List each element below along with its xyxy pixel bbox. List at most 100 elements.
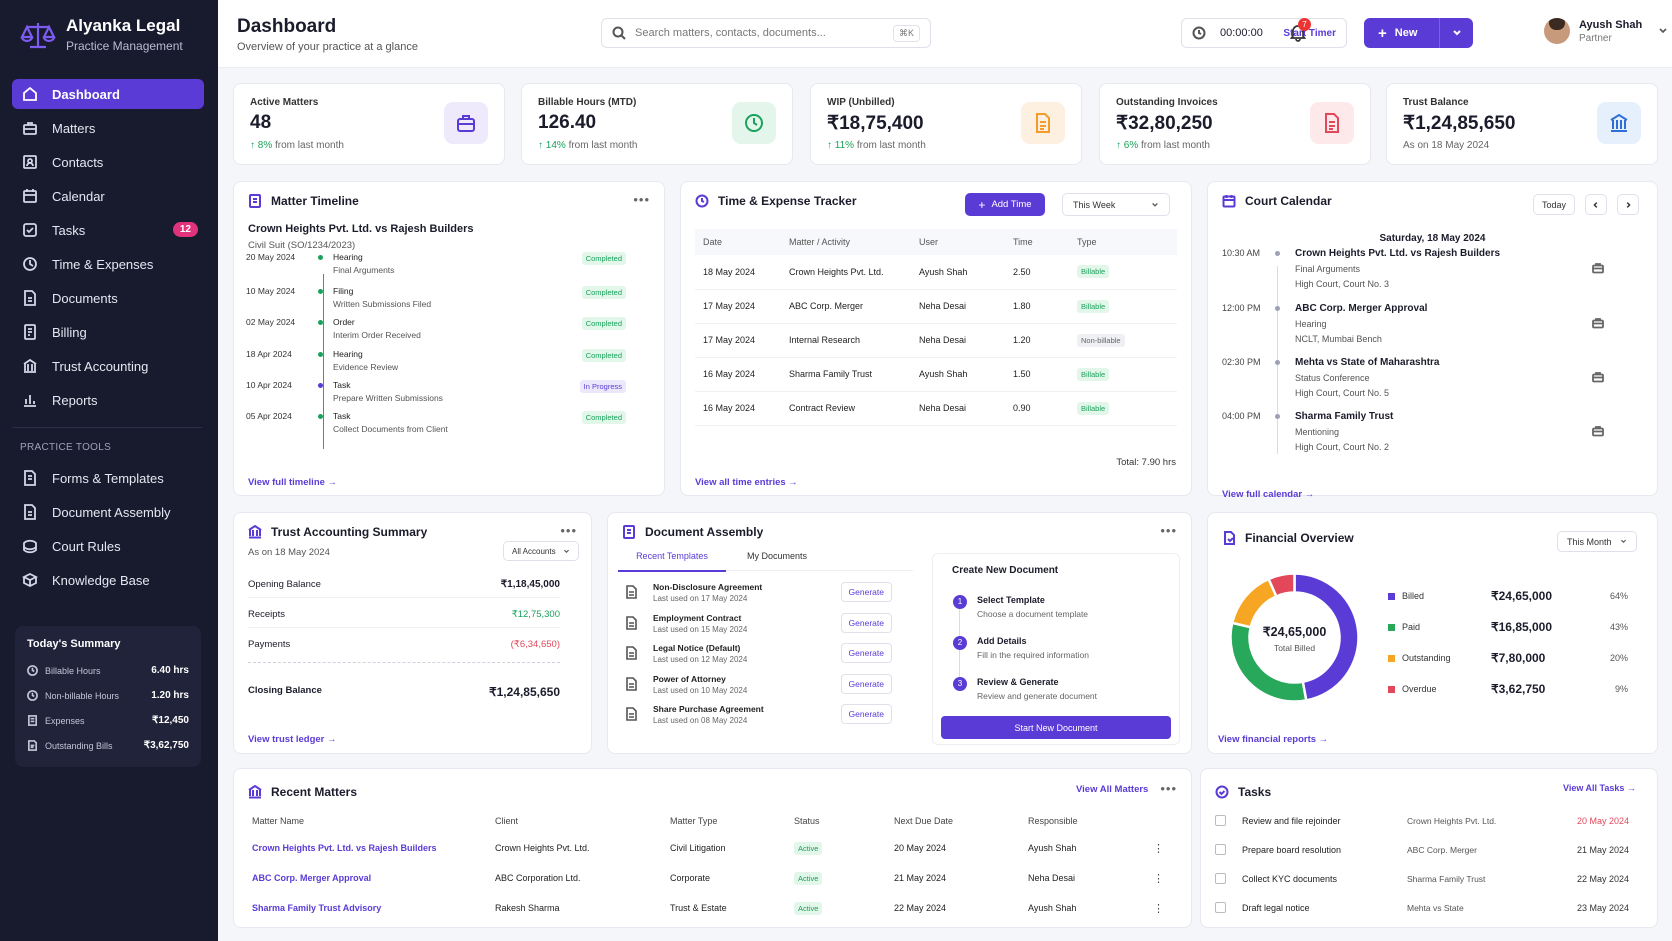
generate-button[interactable]: Generate	[840, 612, 892, 633]
calendar-event[interactable]: 12:00 PM ABC Corp. Merger Approval Hearing…	[1222, 303, 1612, 357]
new-dropdown-toggle[interactable]	[1439, 18, 1473, 48]
today-button[interactable]: Today	[1533, 194, 1575, 215]
view-all-time-entries-link[interactable]: View all time entries →	[695, 477, 798, 488]
task-checkbox[interactable]	[1215, 815, 1226, 826]
table-row[interactable]: 16 May 2024 Contract Review Neha Desai 0.90…	[695, 391, 1177, 426]
sidebar-item-court-rules[interactable]: Court Rules	[12, 531, 204, 561]
table-row[interactable]: 17 May 2024 ABC Corp. Merger Neha Desai 1.8…	[695, 289, 1177, 324]
generate-button[interactable]: Generate	[840, 704, 892, 724]
sidebar-item-documents[interactable]: Documents	[12, 283, 204, 313]
stat-change-pct: 6%	[1123, 140, 1139, 151]
calendar-event[interactable]: 10:30 AM Crown Heights Pvt. Ltd. vs Rajes…	[1222, 248, 1612, 302]
sidebar-item-calendar[interactable]: Calendar	[12, 181, 204, 211]
trust-value: (₹6,34,650)	[510, 639, 560, 650]
sidebar-item-knowledge-base[interactable]: Knowledge Base	[12, 565, 204, 595]
task-item[interactable]: Draft legal notice Mehta vs State 23 May 2…	[1215, 902, 1629, 922]
brand[interactable]: Alyanka Legal Practice Management	[20, 16, 183, 53]
table-row[interactable]: Sharma Family Trust Advisory Rakesh Sharm…	[252, 893, 1172, 923]
stat-card-outstanding-invoices[interactable]: Outstanding Invoices ₹32,80,250 ↑ 6% fro…	[1099, 83, 1371, 165]
table-row[interactable]: 18 May 2024 Crown Heights Pvt. Ltd. Ayush …	[695, 255, 1177, 290]
briefcase-icon[interactable]	[1592, 262, 1604, 274]
sidebar-item-tasks[interactable]: Tasks 12	[12, 215, 204, 245]
briefcase-icon[interactable]	[1592, 425, 1604, 437]
calendar-event[interactable]: 02:30 PM Mehta vs State of Maharashtra Sta…	[1222, 357, 1612, 411]
timeline-date: 20 May 2024	[246, 252, 296, 262]
kebab-menu-icon[interactable]: ⋮	[1153, 842, 1164, 855]
table-row[interactable]: 17 May 2024 Internal Research Neha Desai 1.…	[695, 323, 1177, 358]
more-options-icon[interactable]: •••	[1160, 781, 1177, 796]
more-options-icon[interactable]: •••	[633, 192, 650, 207]
table-row[interactable]: Crown Heights Pvt. Ltd. vs Rajesh Builde…	[252, 833, 1172, 863]
kebab-menu-icon[interactable]: ⋮	[1153, 872, 1164, 885]
next-day-button[interactable]	[1617, 194, 1639, 215]
more-options-icon[interactable]: •••	[1160, 523, 1177, 538]
stat-card-active-matters[interactable]: Active Matters 48 ↑ 8% from last month	[233, 83, 505, 165]
cell-date: 18 May 2024	[695, 255, 781, 290]
generate-button[interactable]: Generate	[840, 582, 892, 602]
table-row[interactable]: 16 May 2024 Sharma Family Trust Ayush Shah…	[695, 357, 1177, 392]
sidebar-item-reports[interactable]: Reports	[12, 385, 204, 415]
document-icon	[626, 615, 637, 630]
more-options-icon[interactable]: •••	[560, 523, 577, 538]
kebab-menu-icon[interactable]: ⋮	[1153, 902, 1164, 915]
task-item[interactable]: Review and file rejoinder Crown Heights P…	[1215, 815, 1629, 835]
task-checkbox[interactable]	[1215, 902, 1226, 913]
view-full-calendar-link[interactable]: View full calendar →	[1222, 489, 1315, 500]
table-row[interactable]: ABC Corp. Merger Approval ABC Corporation…	[252, 863, 1172, 893]
cell-time: 1.80	[1005, 289, 1069, 324]
previous-day-button[interactable]	[1585, 194, 1607, 215]
assembly-icon	[24, 504, 36, 520]
stat-card-trust-balance[interactable]: Trust Balance ₹1,24,85,650 As on 18 May …	[1386, 83, 1658, 165]
search-input[interactable]: Search matters, contacts, documents... ⌘K	[601, 18, 931, 48]
card-header: Recent Matters	[248, 785, 357, 799]
new-button[interactable]: + New	[1364, 18, 1473, 48]
legend-label: Paid	[1402, 622, 1421, 632]
calendar-event[interactable]: 04:00 PM Sharma Family Trust Mentioning Hig…	[1222, 411, 1612, 465]
sidebar-item-time-expenses[interactable]: Time & Expenses	[12, 249, 204, 279]
sidebar-item-billing[interactable]: Billing	[12, 317, 204, 347]
start-timer-button[interactable]: Start Timer	[1283, 27, 1336, 39]
donut-slice-overdue[interactable]	[1267, 572, 1296, 598]
tab-my-documents[interactable]: My Documents	[746, 551, 808, 561]
tab-recent-templates[interactable]: Recent Templates	[618, 551, 726, 572]
sidebar-item-label: Contacts	[52, 154, 104, 170]
stat-card-wip[interactable]: WIP (Unbilled) ₹18,75,400 ↑ 11% from las…	[810, 83, 1082, 165]
matter-name-link[interactable]: ABC Corp. Merger Approval	[252, 873, 372, 883]
period-select[interactable]: This Week	[1062, 193, 1170, 216]
matter-name-link[interactable]: Crown Heights Pvt. Ltd. vs Rajesh Builde…	[252, 843, 437, 853]
task-checkbox[interactable]	[1215, 844, 1226, 855]
matter-name-link[interactable]: Sharma Family Trust Advisory	[252, 903, 382, 913]
donut-slice-billed[interactable]	[1293, 572, 1360, 702]
start-new-document-button[interactable]: Start New Document	[941, 716, 1171, 739]
sidebar-item-contacts[interactable]: Contacts	[12, 147, 204, 177]
stat-card-billable-hours[interactable]: Billable Hours (MTD) 126.40 ↑ 14% from l…	[521, 83, 793, 165]
generate-button[interactable]: Generate	[840, 673, 892, 694]
donut-slice-outstanding[interactable]	[1230, 577, 1278, 629]
timeline-type: Filing	[333, 286, 354, 296]
sidebar-item-forms-templates[interactable]: Forms & Templates	[12, 463, 204, 493]
briefcase-icon[interactable]	[1592, 371, 1604, 383]
sidebar-item-matters[interactable]: Matters	[12, 113, 204, 143]
generate-button[interactable]: Generate	[840, 643, 892, 663]
view-financial-reports-link[interactable]: View financial reports →	[1218, 734, 1329, 745]
user-menu[interactable]: Ayush Shah Partner	[1544, 18, 1668, 44]
sidebar-item-dashboard[interactable]: Dashboard	[12, 79, 204, 109]
sidebar-item-trust-accounting[interactable]: Trust Accounting	[12, 351, 204, 381]
add-time-label: Add Time	[991, 199, 1032, 210]
new-main-button[interactable]: + New	[1364, 18, 1439, 48]
view-full-timeline-link[interactable]: View full timeline →	[248, 477, 338, 488]
task-item[interactable]: Prepare board resolution ABC Corp. Merger…	[1215, 844, 1629, 864]
view-trust-ledger-link[interactable]: View trust ledger →	[248, 734, 337, 745]
timeline-item: 05 Apr 2024 Task Collect Documents from Cl…	[246, 411, 626, 441]
document-icon	[626, 585, 637, 599]
add-time-button[interactable]: + Add Time	[965, 193, 1045, 216]
task-checkbox[interactable]	[1215, 873, 1226, 884]
task-item[interactable]: Collect KYC documents Sharma Family Trust…	[1215, 873, 1629, 893]
timer-value: 00:00:00	[1220, 27, 1263, 39]
account-filter-select[interactable]: All Accounts	[503, 541, 579, 561]
briefcase-icon[interactable]	[1592, 317, 1604, 329]
view-all-matters-link[interactable]: View All Matters	[1076, 784, 1149, 795]
view-all-tasks-link[interactable]: View All Tasks →	[1563, 783, 1636, 793]
period-select[interactable]: This Month	[1557, 531, 1637, 552]
sidebar-item-document-assembly[interactable]: Document Assembly	[12, 497, 204, 527]
